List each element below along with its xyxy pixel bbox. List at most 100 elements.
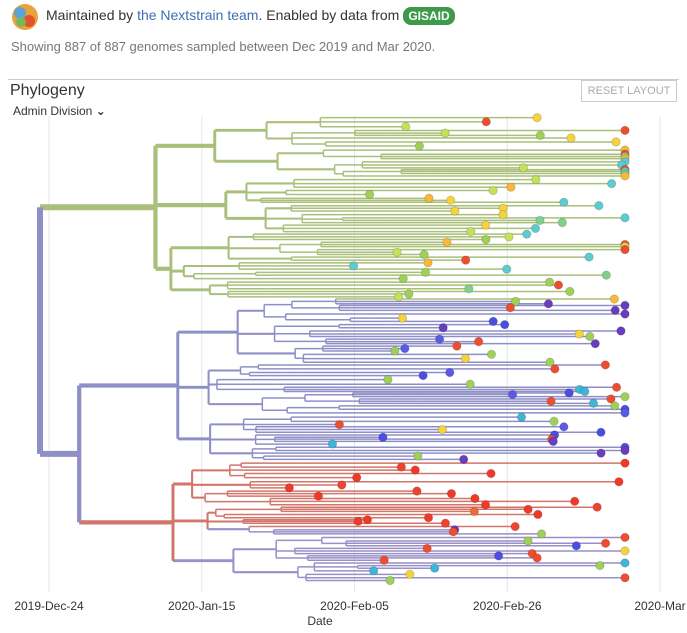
tip — [422, 543, 432, 554]
tip — [609, 294, 620, 304]
x-tick-label: 2020-Jan-15 — [168, 599, 236, 613]
tip — [452, 341, 462, 351]
dropdown-label: Admin Division — [13, 104, 93, 118]
tip — [606, 394, 616, 404]
tip — [423, 258, 433, 268]
tip — [620, 168, 630, 179]
tip — [610, 305, 620, 316]
tip — [500, 319, 510, 330]
tip — [486, 349, 497, 360]
tip — [559, 422, 569, 432]
x-tick-label: 2020-Feb-26 — [473, 599, 542, 613]
tip — [546, 434, 557, 444]
x-tick-label: 2020-Mar — [634, 599, 685, 613]
tip — [620, 153, 630, 164]
tip — [620, 404, 630, 414]
tip — [620, 408, 630, 418]
panel-title: Phylogeny — [10, 82, 85, 99]
tip — [313, 491, 324, 501]
tip — [530, 223, 541, 234]
tip — [460, 255, 471, 265]
tip — [498, 203, 508, 213]
tip — [574, 384, 585, 395]
tip — [505, 303, 516, 313]
tip — [518, 163, 529, 173]
tip — [620, 244, 630, 255]
tip — [397, 313, 408, 323]
tip — [620, 145, 630, 155]
tip — [535, 215, 545, 226]
tip — [440, 128, 450, 138]
tip — [445, 195, 456, 206]
tip — [440, 518, 451, 528]
tip — [620, 213, 630, 223]
tip — [566, 133, 576, 143]
tip — [522, 229, 532, 239]
tip — [584, 252, 594, 262]
tip — [610, 401, 620, 411]
tip — [549, 416, 559, 427]
color-by-dropdown[interactable]: Admin Division ⌄ — [13, 104, 106, 118]
tip — [620, 239, 630, 250]
tip — [553, 280, 564, 290]
tip — [596, 427, 606, 437]
tip — [620, 546, 630, 556]
tip — [413, 451, 423, 461]
tip — [620, 149, 630, 159]
tip — [527, 548, 537, 559]
tip — [390, 346, 400, 356]
tip — [284, 483, 295, 493]
tip — [364, 189, 375, 200]
tip — [620, 458, 630, 468]
tip — [458, 454, 469, 465]
tip — [378, 432, 388, 443]
branches — [37, 116, 625, 582]
tip — [580, 386, 590, 397]
tip — [574, 329, 585, 339]
team-link[interactable]: the Nextstrain team — [137, 7, 259, 23]
tip — [570, 496, 580, 507]
tip — [620, 166, 630, 177]
tip — [480, 220, 491, 230]
tip — [334, 419, 345, 430]
tip — [606, 178, 617, 189]
tip — [392, 247, 402, 257]
tip — [550, 364, 560, 374]
tip — [445, 367, 455, 378]
tip — [533, 509, 543, 520]
tip — [620, 157, 630, 167]
tip — [418, 370, 428, 381]
tip — [620, 125, 630, 136]
subtitle: Showing 887 of 887 genomes sampled betwe… — [11, 39, 436, 54]
tip — [400, 343, 410, 354]
tip — [430, 563, 440, 573]
tip — [423, 513, 434, 523]
tip — [414, 141, 425, 151]
tip — [473, 336, 484, 347]
tip — [611, 137, 621, 147]
tips — [284, 112, 630, 586]
tip — [460, 353, 471, 364]
tip — [620, 442, 630, 452]
tip — [504, 232, 514, 242]
tip — [507, 389, 518, 400]
tip — [488, 316, 498, 327]
tip — [559, 197, 569, 207]
tip — [502, 264, 512, 274]
tip — [383, 374, 393, 385]
tip — [442, 237, 452, 247]
tip — [585, 331, 595, 342]
tip — [523, 504, 533, 515]
tip — [548, 436, 558, 447]
tip — [620, 445, 630, 456]
tip — [620, 300, 630, 311]
tip — [620, 151, 630, 162]
tip — [493, 551, 504, 561]
gisaid-badge[interactable]: GISAID — [403, 7, 455, 25]
tip — [481, 234, 491, 245]
reset-button[interactable]: RESET LAYOUT — [581, 80, 677, 102]
tip — [544, 277, 555, 287]
tip — [523, 536, 533, 546]
header-text: . Enabled by data from — [258, 7, 400, 23]
